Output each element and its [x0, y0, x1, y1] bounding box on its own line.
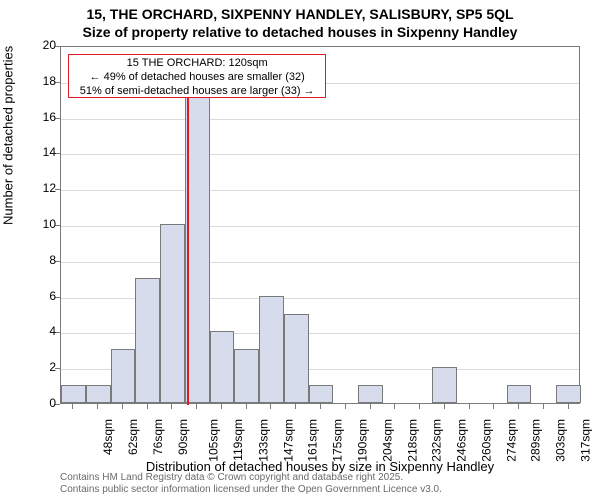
xtick-mark — [122, 404, 123, 409]
gridline — [61, 119, 579, 120]
xtick-mark — [246, 404, 247, 409]
ytick-label: 20 — [16, 38, 56, 52]
histogram-bar — [135, 278, 160, 403]
xtick-label: 147sqm — [281, 419, 295, 462]
xtick-mark — [568, 404, 569, 409]
ytick-label: 0 — [16, 396, 56, 410]
xtick-label: 317sqm — [579, 419, 593, 462]
histogram-bar — [259, 296, 284, 403]
histogram-bar — [234, 349, 259, 403]
xtick-mark — [394, 404, 395, 409]
xtick-label: 260sqm — [479, 419, 493, 462]
xtick-mark — [370, 404, 371, 409]
xtick-label: 105sqm — [207, 419, 221, 462]
gridline — [61, 262, 579, 263]
highlight-marker-line — [187, 74, 189, 405]
chart-title-line2: Size of property relative to detached ho… — [0, 24, 600, 40]
xtick-mark — [345, 404, 346, 409]
ytick-label: 6 — [16, 289, 56, 303]
histogram-bar — [210, 331, 235, 403]
chart-title-line1: 15, THE ORCHARD, SIXPENNY HANDLEY, SALIS… — [0, 6, 600, 22]
xtick-mark — [97, 404, 98, 409]
xtick-mark — [444, 404, 445, 409]
xtick-mark — [543, 404, 544, 409]
histogram-bar — [309, 385, 334, 403]
annotation-line3: 51% of semi-detached houses are larger (… — [80, 85, 315, 97]
xtick-label: 90sqm — [176, 419, 190, 455]
ytick-label: 10 — [16, 217, 56, 231]
gridline — [61, 190, 579, 191]
histogram-bar — [111, 349, 136, 403]
xtick-mark — [270, 404, 271, 409]
xtick-mark — [419, 404, 420, 409]
histogram-bar — [160, 224, 185, 403]
ytick-label: 16 — [16, 110, 56, 124]
xtick-mark — [171, 404, 172, 409]
xtick-mark — [72, 404, 73, 409]
xtick-label: 62sqm — [126, 419, 140, 455]
y-axis-label: Number of detached properties — [1, 46, 16, 225]
footer-line2: Contains public sector information licen… — [60, 484, 442, 495]
histogram-bar — [432, 367, 457, 403]
ytick-label: 8 — [16, 253, 56, 267]
histogram-chart: 15, THE ORCHARD, SIXPENNY HANDLEY, SALIS… — [0, 0, 600, 500]
ytick-label: 14 — [16, 145, 56, 159]
xtick-label: 232sqm — [430, 419, 444, 462]
xtick-mark — [147, 404, 148, 409]
xtick-mark — [295, 404, 296, 409]
xtick-label: 289sqm — [529, 419, 543, 462]
annotation-line2: ← 49% of detached houses are smaller (32… — [90, 71, 305, 83]
xtick-label: 175sqm — [331, 419, 345, 462]
histogram-bar — [507, 385, 532, 403]
xtick-label: 204sqm — [380, 419, 394, 462]
xtick-mark — [320, 404, 321, 409]
footer-attribution: Contains HM Land Registry data © Crown c… — [60, 472, 442, 496]
xtick-label: 133sqm — [257, 419, 271, 462]
xtick-label: 246sqm — [455, 419, 469, 462]
ytick-label: 12 — [16, 181, 56, 195]
xtick-label: 161sqm — [306, 419, 320, 462]
xtick-label: 76sqm — [151, 419, 165, 455]
xtick-mark — [493, 404, 494, 409]
xtick-mark — [221, 404, 222, 409]
histogram-bar — [61, 385, 86, 403]
ytick-label: 4 — [16, 324, 56, 338]
histogram-bar — [358, 385, 383, 403]
gridline — [61, 154, 579, 155]
xtick-mark — [469, 404, 470, 409]
histogram-bar — [284, 314, 309, 404]
ytick-label: 2 — [16, 360, 56, 374]
xtick-label: 303sqm — [554, 419, 568, 462]
xtick-label: 190sqm — [356, 419, 370, 462]
annotation-line1: 15 THE ORCHARD: 120sqm — [127, 57, 268, 69]
xtick-label: 119sqm — [231, 419, 245, 461]
xtick-mark — [518, 404, 519, 409]
xtick-mark — [196, 404, 197, 409]
footer-line1: Contains HM Land Registry data © Crown c… — [60, 472, 403, 483]
histogram-bar — [86, 385, 111, 403]
xtick-label: 48sqm — [101, 419, 115, 455]
ytick-label: 18 — [16, 74, 56, 88]
annotation-box: 15 THE ORCHARD: 120sqm ← 49% of detached … — [68, 54, 326, 98]
xtick-label: 274sqm — [504, 419, 518, 462]
plot-area: 15 THE ORCHARD: 120sqm ← 49% of detached … — [60, 46, 580, 404]
histogram-bar — [556, 385, 581, 403]
gridline — [61, 226, 579, 227]
xtick-label: 218sqm — [405, 419, 419, 462]
